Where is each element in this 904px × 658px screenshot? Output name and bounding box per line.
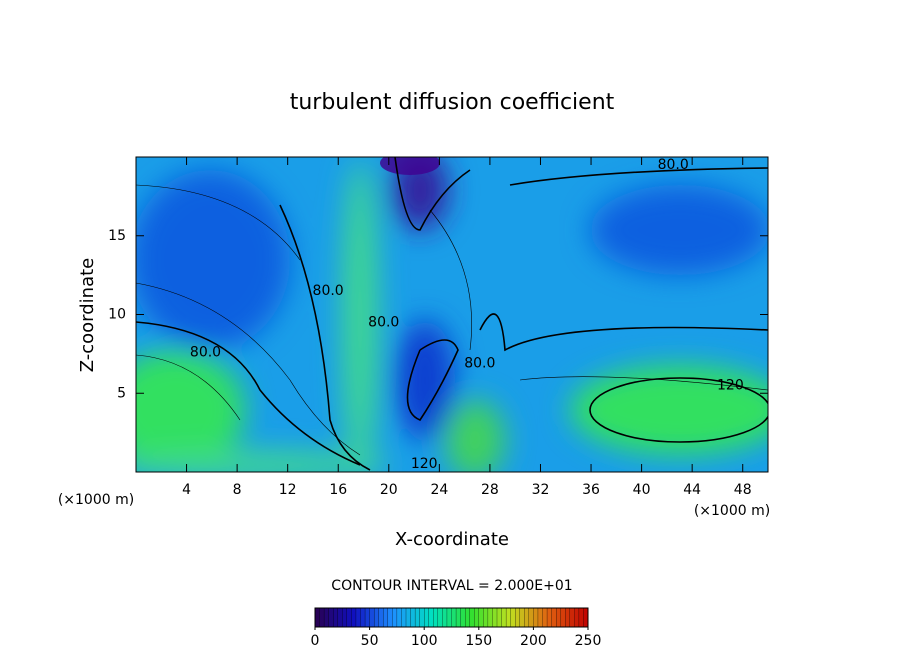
colorbar-cell (478, 607, 484, 628)
contour-label: 80.0 (313, 283, 344, 299)
contour-label: 80.0 (190, 344, 221, 360)
colorbar-cell (469, 607, 475, 628)
colorbar-cell (373, 607, 380, 628)
contour-label: 120. (717, 377, 748, 393)
colorbar-cell (524, 607, 530, 628)
colorbar-cell (501, 607, 507, 628)
colorbar-cell (537, 607, 543, 628)
contour-interval: CONTOUR INTERVAL = 2.000E+01 (331, 578, 572, 594)
colorbar-cell (319, 607, 325, 628)
x-tick-label: 16 (329, 482, 347, 498)
colorbar-cell (383, 607, 389, 628)
colorbar-cell (419, 607, 425, 628)
colorbar-cell (378, 607, 384, 628)
colorbar-tick-label: 0 (311, 633, 320, 649)
colorbar-cell (424, 607, 430, 628)
colorbar-cell (528, 607, 534, 628)
colorbar-cell (364, 607, 371, 628)
colorbar-frame (314, 607, 589, 628)
colorbar-cell (515, 607, 521, 628)
colorbar-cell (410, 607, 416, 628)
colorbar-cell (414, 607, 421, 628)
x-tick-label: 40 (633, 482, 651, 498)
colorbar-cell (369, 607, 375, 628)
colorbar-tick-label: 150 (465, 633, 492, 649)
y-axis-label: Z-coordinate (77, 258, 98, 373)
colorbar-cell (542, 607, 548, 628)
colorbar-cell (569, 607, 575, 628)
y-tick-label: 10 (108, 307, 126, 323)
x-tick-label: 20 (380, 482, 398, 498)
colorbar-tick-label: 50 (361, 633, 379, 649)
colorbar-cell (351, 607, 357, 628)
colorbar-cell (451, 607, 457, 628)
x-tick-label: 32 (532, 482, 550, 498)
colorbar-cell (556, 607, 562, 628)
colorbar-cell (342, 607, 348, 628)
x-tick-label: 36 (582, 482, 600, 498)
colorbar-cell (487, 607, 493, 628)
x-tick-label: 24 (430, 482, 448, 498)
colorbar-cell (460, 607, 466, 628)
x-unit: (×1000 m) (58, 492, 134, 508)
colorbar-cell (428, 607, 434, 628)
colorbar-cell (328, 607, 334, 628)
x-tick-label: 48 (734, 482, 752, 498)
colorbar-cell (505, 607, 512, 628)
colorbar-tick-label: 100 (411, 633, 438, 649)
colorbar-cell (578, 607, 584, 628)
colorbar-cell (455, 607, 462, 628)
colorbar-cell (551, 607, 557, 628)
colorbar-cell (492, 607, 498, 628)
x-axis-label: X-coordinate (395, 529, 509, 550)
colorbar-cell (333, 607, 339, 628)
colorbar-cell (437, 607, 443, 628)
colorbar-cell (519, 607, 525, 628)
contour-label: 80.0 (464, 355, 495, 371)
colorbar-cell (392, 607, 398, 628)
colorbar-cell (355, 607, 361, 628)
x-tick-label: 28 (481, 482, 499, 498)
colorbar-cell (510, 607, 516, 628)
contour-label: 120 (411, 456, 438, 472)
colorbar-cell (314, 607, 320, 628)
contour-label: 80.0 (368, 314, 399, 330)
colorbar-cell (442, 607, 448, 628)
colorbar-tick-label: 250 (575, 633, 602, 649)
colorbar-cell (396, 607, 402, 628)
colorbar-cell (387, 607, 393, 628)
colorbar-cell (483, 607, 489, 628)
contour-label: 80.0 (658, 157, 689, 173)
colorbar-cell (496, 607, 502, 628)
x-tick-label: 4 (182, 482, 191, 498)
colorbar-cell (433, 607, 439, 628)
y-tick-label: 15 (108, 228, 126, 244)
colorbar-cell (565, 607, 571, 628)
x-unit: (×1000 m) (694, 503, 770, 519)
colorbar-cell (323, 607, 330, 628)
colorbar-cell (346, 607, 352, 628)
field (136, 157, 768, 472)
colorbar-cell (337, 607, 343, 628)
y-tick-label: 5 (117, 385, 126, 401)
x-tick-label: 8 (233, 482, 242, 498)
colorbar-cell (474, 607, 480, 628)
chart-title: turbulent diffusion coefficient (290, 90, 615, 115)
colorbar-cell (464, 607, 471, 628)
colorbar-cell (446, 607, 452, 628)
colorbar-cell (574, 607, 580, 628)
colorbar-cell (405, 607, 411, 628)
colorbar-cell (546, 607, 553, 628)
colorbar-cell (533, 607, 539, 628)
colorbar-tick-label: 200 (520, 633, 547, 649)
x-tick-label: 12 (279, 482, 297, 498)
x-tick-label: 44 (683, 482, 701, 498)
colorbar-cell (360, 607, 366, 628)
colorbar-cell (560, 607, 566, 628)
colorbar-cell (401, 607, 407, 628)
